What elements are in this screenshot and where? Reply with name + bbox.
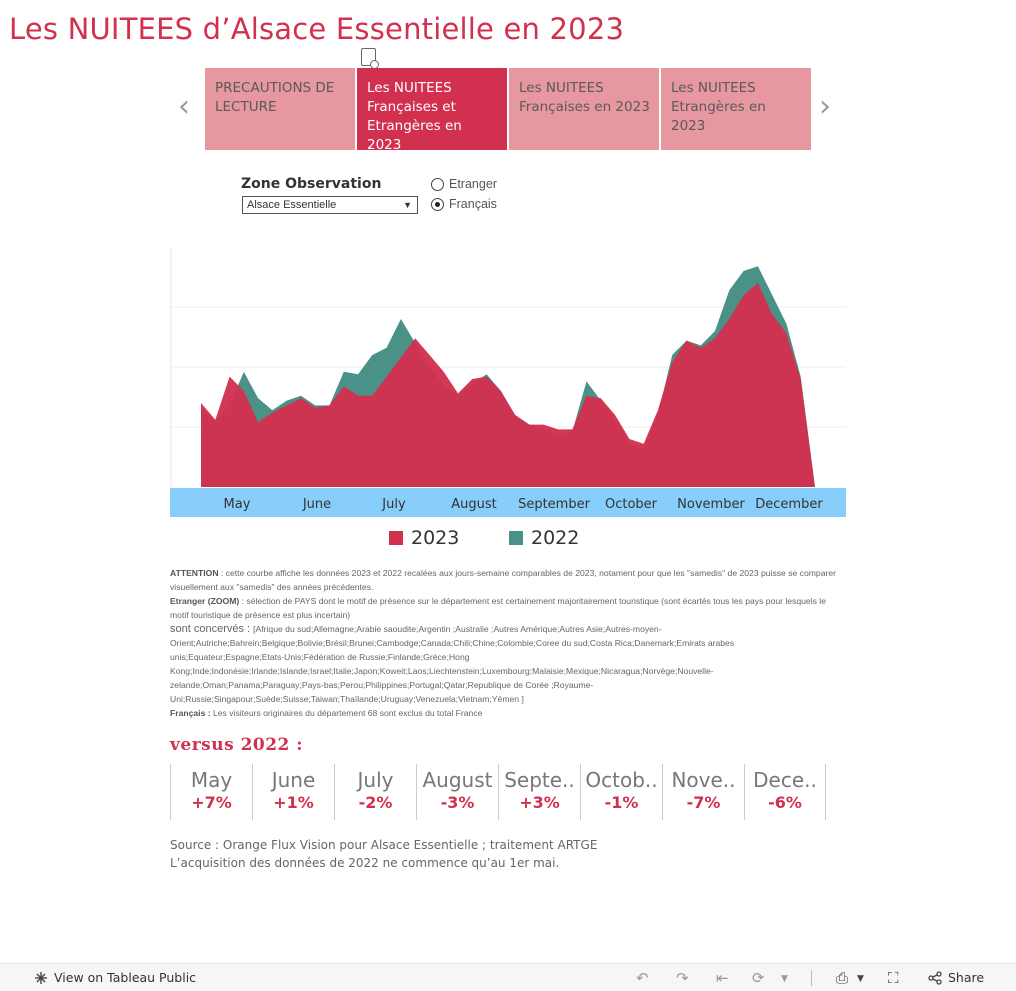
tableau-toolbar: View on Tableau Public ↶ ↷ ⇤ ⟳ ▼ ⎙ ▼ ⛶ S… xyxy=(0,963,1016,991)
francais-label: Français : xyxy=(170,708,213,718)
month-cell[interactable]: June +1% xyxy=(252,764,334,820)
download-icon[interactable]: ⎙ xyxy=(836,969,849,987)
month-change: +7% xyxy=(191,793,232,812)
revert-icon[interactable]: ⇤ xyxy=(716,969,729,987)
month-change: -3% xyxy=(440,793,475,812)
legend-item-2022[interactable]: 2022 xyxy=(509,527,579,549)
legend-label-2023: 2023 xyxy=(411,527,460,549)
tab-nuitees-francaises-etrangeres[interactable]: Les NUITEES Françaises et Etrangères en … xyxy=(357,68,507,153)
x-tick-label: December xyxy=(755,497,823,512)
month-change: -2% xyxy=(358,793,393,812)
share-button[interactable]: Share xyxy=(928,970,984,985)
x-tick-label: August xyxy=(451,497,497,512)
zone-observation-value: Alsace Essentielle xyxy=(247,199,337,211)
concernes-label: sont concervés : xyxy=(170,623,254,635)
view-on-tableau-public-link[interactable]: View on Tableau Public xyxy=(34,970,196,985)
month-change: -1% xyxy=(604,793,639,812)
etranger-label: Etranger (ZOOM) xyxy=(170,596,240,606)
month-cell[interactable]: Nove.. -7% xyxy=(662,764,744,820)
source-note: Source : Orange Flux Vision pour Alsace … xyxy=(170,836,597,872)
redo-icon[interactable]: ↷ xyxy=(676,969,689,987)
month-name: Nove.. xyxy=(671,768,736,792)
month-change: +3% xyxy=(519,793,560,812)
source-line-1: Source : Orange Flux Vision pour Alsace … xyxy=(170,838,598,852)
toolbar-divider xyxy=(811,970,812,986)
x-tick-label: June xyxy=(302,497,331,512)
month-name: June xyxy=(271,768,316,792)
radio-etranger[interactable]: Etranger xyxy=(431,177,497,191)
month-cell[interactable]: July -2% xyxy=(334,764,416,820)
month-cell[interactable]: Dece.. -6% xyxy=(744,764,826,820)
month-name: August xyxy=(422,768,493,792)
zone-observation-select[interactable]: Alsace Essentielle ▼ xyxy=(242,196,418,214)
concernes-text: [Afrique du sud;Allemagne;Arabie saoudit… xyxy=(170,624,735,704)
view-on-tableau-label: View on Tableau Public xyxy=(54,970,197,985)
month-name: Octob.. xyxy=(585,768,658,792)
month-name: Dece.. xyxy=(753,768,817,792)
legend-item-2023[interactable]: 2023 xyxy=(389,527,459,549)
fullscreen-icon[interactable]: ⛶ xyxy=(888,969,899,987)
month-change: +1% xyxy=(273,793,314,812)
legend-swatch-2023 xyxy=(389,531,403,545)
area-series-2023[interactable] xyxy=(201,283,815,487)
chevron-right-icon[interactable]: › xyxy=(819,89,831,124)
x-tick-label: July xyxy=(381,497,406,512)
page-title: Les NUITEES d’Alsace Essentielle en 2023 xyxy=(9,12,625,46)
share-label: Share xyxy=(948,970,985,985)
attention-text: : cette courbe affiche les données 2023 … xyxy=(170,568,836,592)
x-tick-label: September xyxy=(518,497,591,512)
radio-francais[interactable]: Français xyxy=(431,197,497,211)
share-icon xyxy=(928,970,942,985)
tableau-logo-icon xyxy=(35,971,47,984)
refresh-icon[interactable]: ⟳ xyxy=(752,969,765,987)
month-name: July xyxy=(357,768,394,792)
month-cell[interactable]: August -3% xyxy=(416,764,498,820)
legend-label-2022: 2022 xyxy=(531,527,580,549)
x-tick-label: November xyxy=(677,497,745,512)
x-axis-band xyxy=(170,488,846,517)
nuitees-area-chart[interactable]: May June July August September October Novembe… xyxy=(170,240,846,518)
document-icon[interactable] xyxy=(361,48,379,69)
zone-observation-label: Zone Observation xyxy=(241,176,382,192)
month-change: -7% xyxy=(686,793,721,812)
radio-button-etranger[interactable] xyxy=(431,177,444,191)
caret-down-icon: ▼ xyxy=(403,200,412,210)
attention-label: ATTENTION xyxy=(170,568,219,578)
radio-button-francais[interactable] xyxy=(431,197,444,211)
x-axis-ticks: May June July August September October Novembe… xyxy=(224,497,824,512)
x-tick-label: May xyxy=(224,497,251,512)
month-name: May xyxy=(190,768,233,792)
tab-nuitees-francaises[interactable]: Les NUITEES Françaises en 2023 xyxy=(509,68,659,150)
download-dropdown-icon[interactable]: ▼ xyxy=(857,974,864,984)
month-name: Septe.. xyxy=(504,768,575,792)
month-comparison-grid: May +7% June +1% July -2% August -3% Septe..… xyxy=(170,764,826,820)
tab-precautions[interactable]: PRECAUTIONS DE LECTURE xyxy=(205,68,355,150)
radio-label-etranger: Etranger xyxy=(449,177,497,191)
tab-nuitees-etrangeres[interactable]: Les NUITEES Etrangères en 2023 xyxy=(661,68,811,150)
month-cell[interactable]: Octob.. -1% xyxy=(580,764,662,820)
undo-icon[interactable]: ↶ xyxy=(636,969,649,987)
x-tick-label: October xyxy=(605,497,658,512)
month-cell[interactable]: May +7% xyxy=(170,764,252,820)
source-line-2: L’acquisition des données de 2022 ne com… xyxy=(170,856,560,870)
versus-label: versus 2022 : xyxy=(170,735,304,755)
etranger-text: : sélection de PAYS dont le motif de pré… xyxy=(170,596,826,620)
francais-text: Les visiteurs originaires du département… xyxy=(213,708,483,718)
refresh-dropdown-icon[interactable]: ▼ xyxy=(781,974,788,984)
notes-block: ATTENTION : cette courbe affiche les don… xyxy=(170,566,845,720)
radio-label-francais: Français xyxy=(449,197,497,211)
legend-swatch-2022 xyxy=(509,531,523,545)
chevron-left-icon[interactable]: ‹ xyxy=(178,89,190,124)
month-change: -6% xyxy=(768,793,802,812)
month-cell[interactable]: Septe.. +3% xyxy=(498,764,580,820)
